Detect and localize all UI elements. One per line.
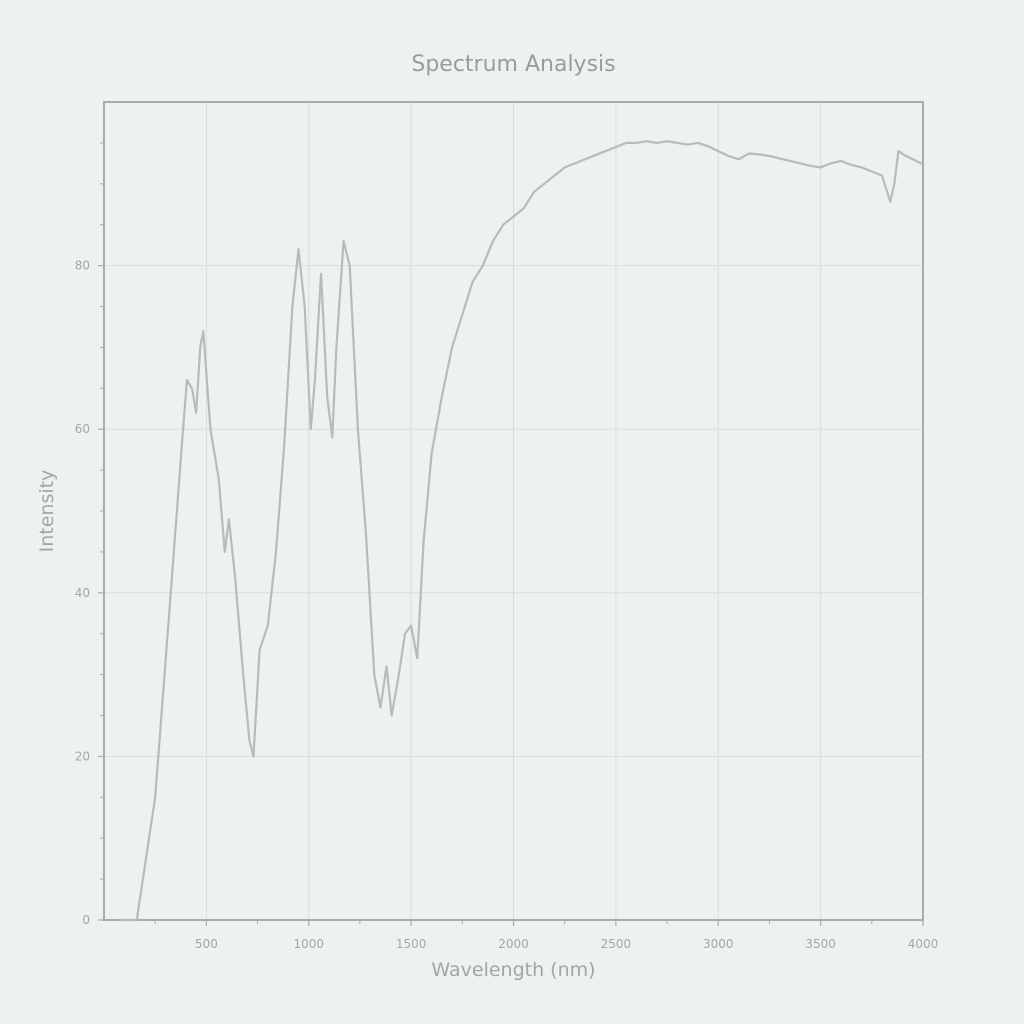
series-line xyxy=(119,140,923,922)
y-tick-label: 40 xyxy=(75,586,90,600)
ticks-layer: 500 1000 1500 2000 2500 3000 3500 4000 0 20 40 60 80 xyxy=(75,142,939,951)
x-tick-label: 3000 xyxy=(703,937,734,951)
y-tick-label: 0 xyxy=(82,913,90,927)
x-tick-label: 1500 xyxy=(396,937,427,951)
y-tick-label: 20 xyxy=(75,749,90,763)
x-tick-label: 4000 xyxy=(908,937,939,951)
x-tick-label: 2000 xyxy=(498,937,529,951)
x-tick-label: 500 xyxy=(195,937,218,951)
x-tick-label: 2500 xyxy=(601,937,632,951)
y-tick-label: 60 xyxy=(75,422,90,436)
x-axis-label: Wavelength (nm) xyxy=(431,959,595,981)
y-tick-label: 80 xyxy=(75,259,90,273)
x-tick-label: 1000 xyxy=(293,937,324,951)
chart-title: Spectrum Analysis xyxy=(411,52,615,77)
x-tick-label: 3500 xyxy=(805,937,836,951)
y-axis-label: Intensity xyxy=(36,470,58,553)
grid-layer xyxy=(104,102,924,921)
